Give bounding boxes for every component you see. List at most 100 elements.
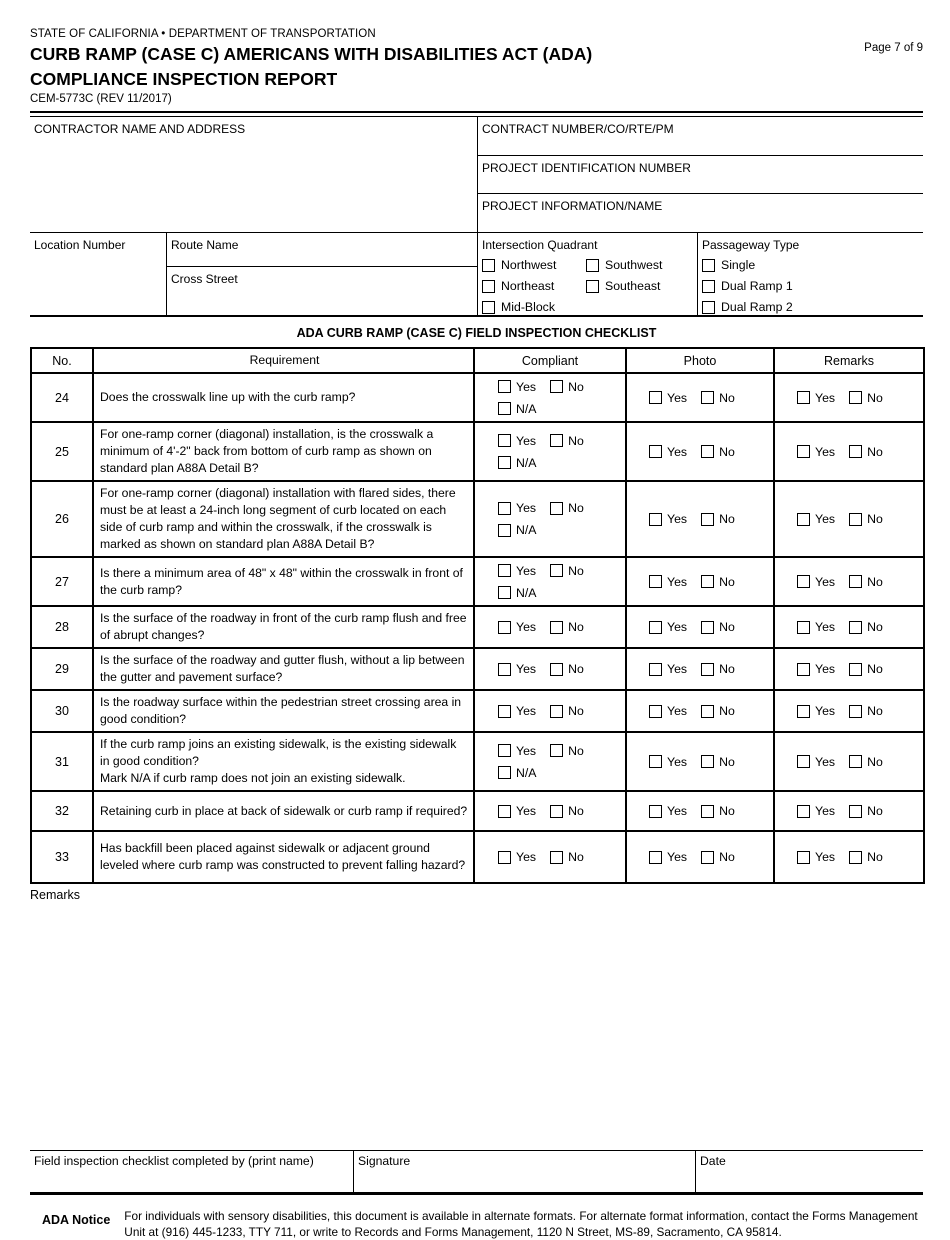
date-field[interactable]: Date [695, 1151, 923, 1192]
photo-yes-checkbox[interactable] [649, 662, 662, 676]
photo-yes-checkbox[interactable] [649, 620, 662, 634]
compliant-yes-checkbox[interactable] [498, 662, 511, 676]
remarks-no-checkbox[interactable] [849, 391, 863, 404]
remarks-no-option: No [849, 575, 883, 589]
remarks-cell: Yes No [773, 556, 925, 607]
compliant-no-checkbox[interactable] [550, 850, 564, 864]
remarks-no-option: No [849, 391, 883, 405]
photo-no-checkbox[interactable] [701, 662, 715, 676]
compliant-yes-option: Yes [498, 850, 536, 864]
remarks-no-checkbox[interactable] [849, 512, 863, 526]
photo-no-checkbox[interactable] [701, 704, 715, 718]
checkbox-dual-ramp-2[interactable] [702, 300, 715, 314]
contractor-name-field[interactable]: CONTRACTOR NAME AND ADDRESS [30, 117, 478, 232]
compliant-na-checkbox[interactable] [498, 523, 511, 537]
compliant-na-option: N/A [498, 766, 537, 780]
remarks-yes-checkbox[interactable] [797, 620, 810, 634]
requirement-text: Is the surface of the roadway and gutter… [92, 647, 475, 691]
route-name-field[interactable]: Route Name [167, 233, 477, 267]
photo-no-checkbox[interactable] [701, 445, 715, 458]
compliant-no-checkbox[interactable] [550, 620, 564, 634]
checkbox-mid-block[interactable] [482, 300, 495, 314]
checkbox-northeast[interactable] [482, 279, 495, 293]
remarks-no-checkbox[interactable] [849, 850, 863, 864]
photo-yes-checkbox[interactable] [649, 575, 662, 588]
compliant-yes-checkbox[interactable] [498, 704, 511, 718]
remarks-no-checkbox[interactable] [849, 575, 863, 588]
remarks-no-checkbox[interactable] [849, 662, 863, 676]
photo-no-checkbox[interactable] [701, 850, 715, 864]
compliant-yes-checkbox[interactable] [498, 564, 511, 577]
remarks-yes-checkbox[interactable] [797, 575, 810, 588]
remarks-yes-checkbox[interactable] [797, 662, 810, 676]
compliant-yes-checkbox[interactable] [498, 380, 511, 393]
compliant-no-checkbox[interactable] [550, 662, 564, 676]
photo-yes-checkbox[interactable] [649, 850, 662, 864]
remarks-yes-checkbox[interactable] [797, 850, 810, 864]
photo-no-checkbox[interactable] [701, 620, 715, 634]
project-id-field[interactable]: PROJECT IDENTIFICATION NUMBER [478, 156, 923, 194]
compliant-na-checkbox[interactable] [498, 586, 511, 599]
photo-no-checkbox[interactable] [701, 755, 715, 768]
remarks-yes-checkbox[interactable] [797, 512, 810, 526]
compliant-yes-checkbox[interactable] [498, 804, 511, 818]
project-name-field[interactable]: PROJECT INFORMATION/NAME [478, 194, 923, 232]
checkbox-southwest[interactable] [586, 258, 599, 272]
compliant-yes-checkbox[interactable] [498, 850, 511, 864]
remarks-no-checkbox[interactable] [849, 445, 863, 458]
compliant-no-checkbox[interactable] [550, 704, 564, 718]
compliant-no-checkbox[interactable] [550, 501, 564, 515]
remarks-no-checkbox[interactable] [849, 804, 863, 818]
mid-block-label: Mid-Block [501, 300, 555, 314]
na-label: N/A [516, 765, 537, 780]
photo-no-checkbox[interactable] [701, 575, 715, 588]
remarks-input-area[interactable] [30, 902, 923, 1150]
photo-yes-checkbox[interactable] [649, 704, 662, 718]
compliant-cell: Yes No [473, 647, 627, 691]
compliant-na-checkbox[interactable] [498, 456, 511, 469]
photo-no-checkbox[interactable] [701, 512, 715, 526]
compliant-no-checkbox[interactable] [550, 564, 564, 577]
remarks-no-checkbox[interactable] [849, 620, 863, 634]
compliant-no-checkbox[interactable] [550, 380, 564, 393]
checkbox-single[interactable] [702, 258, 715, 272]
requirement-text: Retaining curb in place at back of sidew… [92, 790, 475, 832]
contract-number-field[interactable]: CONTRACT NUMBER/CO/RTE/PM [478, 117, 923, 156]
photo-yes-checkbox[interactable] [649, 755, 662, 768]
remarks-cell: Yes No [773, 480, 925, 558]
compliant-no-checkbox[interactable] [550, 804, 564, 818]
remarks-yes-checkbox[interactable] [797, 445, 810, 458]
photo-yes-checkbox[interactable] [649, 391, 662, 404]
remarks-no-checkbox[interactable] [849, 755, 863, 768]
checkbox-northwest[interactable] [482, 258, 495, 272]
checkbox-southeast[interactable] [586, 279, 599, 293]
route-name-label: Route Name [171, 238, 239, 252]
cross-street-field[interactable]: Cross Street [167, 267, 477, 291]
completed-by-field[interactable]: Field inspection checklist completed by … [30, 1151, 353, 1192]
no-label: No [719, 804, 735, 818]
compliant-yes-checkbox[interactable] [498, 620, 511, 634]
photo-no-option: No [701, 704, 735, 718]
compliant-cell: Yes No N/A [473, 556, 627, 607]
compliant-yes-checkbox[interactable] [498, 434, 511, 447]
checkbox-dual-ramp-1[interactable] [702, 279, 715, 293]
location-number-field[interactable]: Location Number [30, 233, 167, 315]
remarks-yes-checkbox[interactable] [797, 704, 810, 718]
remarks-yes-checkbox[interactable] [797, 391, 810, 404]
photo-no-checkbox[interactable] [701, 391, 715, 404]
signature-field[interactable]: Signature [353, 1151, 695, 1192]
compliant-na-checkbox[interactable] [498, 766, 511, 779]
remarks-yes-checkbox[interactable] [797, 755, 810, 768]
photo-yes-checkbox[interactable] [649, 445, 662, 458]
photo-no-checkbox[interactable] [701, 804, 715, 818]
remarks-yes-checkbox[interactable] [797, 804, 810, 818]
photo-yes-checkbox[interactable] [649, 804, 662, 818]
compliant-no-checkbox[interactable] [550, 434, 564, 447]
compliant-na-checkbox[interactable] [498, 402, 511, 415]
remarks-no-checkbox[interactable] [849, 704, 863, 718]
compliant-yes-checkbox[interactable] [498, 501, 511, 515]
compliant-no-checkbox[interactable] [550, 744, 564, 757]
photo-yes-checkbox[interactable] [649, 512, 662, 526]
remarks-cell: Yes No [773, 731, 925, 792]
compliant-yes-checkbox[interactable] [498, 744, 511, 757]
